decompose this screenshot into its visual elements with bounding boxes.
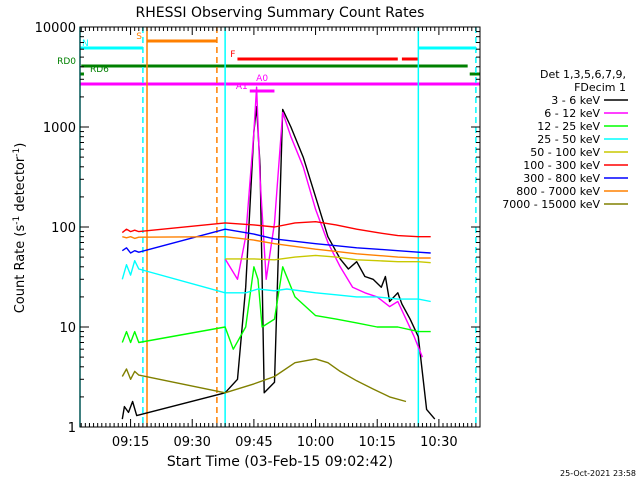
legend-label-5: 50 - 100 keV	[530, 146, 600, 159]
y-tick-label-2: 10	[59, 321, 76, 336]
flag-label-rd0: RD0	[57, 57, 76, 67]
legend-label-1: 3 - 6 keV	[551, 94, 600, 107]
legend-header-line-1: Det 1,3,5,6,7,9,	[540, 68, 626, 81]
x-tick-label-3: 09:45	[235, 435, 272, 450]
x-axis: 09:15 09:30 09:45 10:00 10:15 10:30	[80, 27, 481, 450]
y-tick-label-1: 1	[68, 421, 76, 436]
flag-label-n: N	[82, 39, 89, 49]
series-line-7	[121, 228, 431, 254]
series-line-8	[122, 235, 431, 259]
series-line-1	[121, 105, 436, 420]
data-series	[121, 86, 436, 420]
legend-header-line-2: FDecim 1	[574, 81, 626, 94]
series-line-3	[121, 266, 431, 350]
flag-label-a1: A1	[236, 82, 248, 92]
x-tick-label-6: 10:30	[420, 435, 457, 450]
series-line-4	[121, 260, 431, 303]
legend-label-3: 12 - 25 keV	[537, 120, 600, 133]
flag-label-s: S	[136, 32, 142, 42]
footer-timestamp: 25-Oct-2021 23:58	[560, 469, 636, 478]
x-tick-label-2: 09:30	[173, 435, 210, 450]
series-line-2	[224, 86, 424, 358]
y-tick-label-3: 100	[51, 221, 76, 236]
series-line-9	[121, 358, 407, 403]
series-line-5	[225, 254, 431, 264]
legend-label-4: 25 - 50 keV	[537, 133, 600, 146]
legend-label-6: 100 - 300 keV	[523, 159, 600, 172]
x-tick-label-4: 10:00	[297, 435, 334, 450]
y-axis: 1 10 100 1000 10000	[35, 21, 480, 436]
legend-label-9: 7000 - 15000 keV	[502, 198, 600, 211]
y-tick-label-5: 10000	[35, 21, 76, 36]
x-tick-label-5: 10:15	[358, 435, 395, 450]
flag-label-f: F	[230, 50, 235, 60]
flag-label-rd6: RD6	[90, 65, 109, 75]
x-tick-label-1: 09:15	[112, 435, 149, 450]
legend-label-2: 6 - 12 keV	[544, 107, 600, 120]
series-line-6	[121, 220, 431, 238]
legend-label-7: 300 - 800 keV	[523, 172, 600, 185]
y-axis-label: Count Rate (s-1 detector-1)	[12, 143, 28, 314]
chart-title: RHESSI Observing Summary Count Rates	[136, 5, 425, 21]
legend-label-8: 800 - 7000 keV	[516, 185, 600, 198]
y-tick-label-4: 1000	[43, 121, 76, 136]
flag-label-a0: A0	[256, 74, 268, 84]
x-axis-label: Start Time (03-Feb-15 09:02:42)	[167, 454, 393, 470]
